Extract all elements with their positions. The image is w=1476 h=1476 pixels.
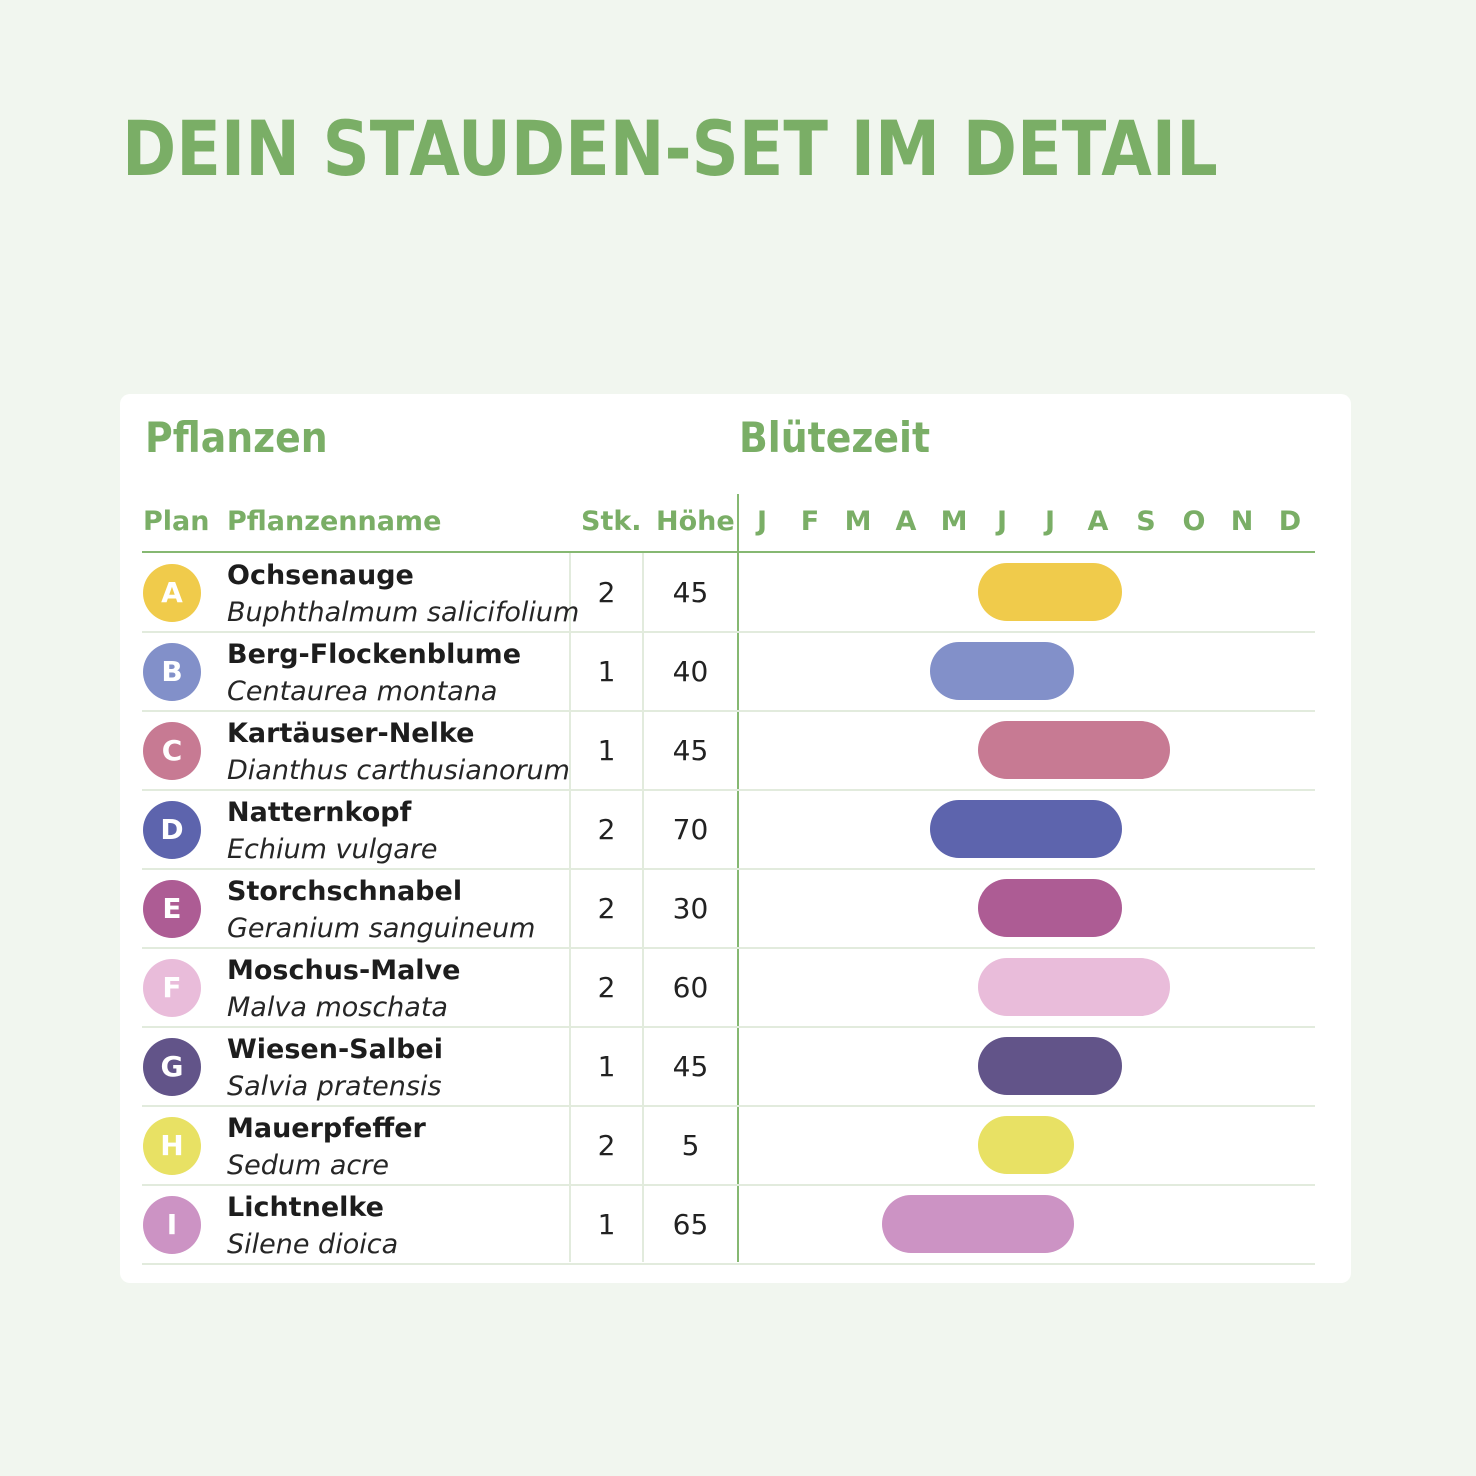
plan-badge: H (143, 1117, 201, 1175)
column-divider-height (642, 553, 644, 1262)
plant-height: 60 (672, 971, 709, 1004)
plant-latin-name: Centaurea montana (227, 676, 498, 707)
table-row: F Moschus-Malve Malva moschata 2 60 (0, 948, 1476, 1026)
plant-height: 70 (672, 813, 709, 846)
plan-badge: F (143, 959, 201, 1017)
bloom-bar (978, 958, 1170, 1016)
row-divider (142, 1026, 1315, 1028)
section-heading-plants: Pflanzen (145, 413, 328, 462)
plant-height: 45 (672, 576, 709, 609)
plant-common-name: Ochsenauge (227, 560, 414, 591)
bloom-bar (978, 879, 1122, 937)
month-label: A (1087, 506, 1109, 537)
row-divider (142, 631, 1315, 633)
column-header-plan: Plan (143, 506, 210, 537)
column-header-name: Pflanzenname (227, 506, 442, 537)
plant-count: 1 (597, 1208, 616, 1241)
month-label: M (844, 506, 872, 537)
table-row: C Kartäuser-Nelke Dianthus carthusianorum 1… (0, 711, 1476, 789)
bloom-bar (882, 1195, 1074, 1253)
plant-count: 1 (597, 1050, 616, 1083)
month-label: M (940, 506, 968, 537)
table-row: G Wiesen-Salbei Salvia pratensis 1 45 (0, 1027, 1476, 1105)
table-row: A Ochsenauge Buphthalmum salicifolium 2 45 (0, 553, 1476, 631)
plant-count: 2 (597, 813, 616, 846)
plant-count: 1 (597, 734, 616, 767)
plant-table-card (120, 394, 1351, 1283)
plant-height: 40 (672, 655, 709, 688)
table-row: B Berg-Flockenblume Centaurea montana 1 40 (0, 632, 1476, 710)
month-label: F (800, 506, 820, 537)
row-divider (142, 1263, 1315, 1265)
plant-common-name: Moschus-Malve (227, 955, 461, 986)
month-label: J (996, 506, 1008, 537)
bloom-bar (978, 563, 1122, 621)
bloom-bar (930, 642, 1074, 700)
header-divider (142, 551, 1315, 553)
plant-common-name: Wiesen-Salbei (227, 1034, 443, 1065)
plan-badge: B (143, 643, 201, 701)
plant-height: 5 (681, 1129, 700, 1162)
plant-latin-name: Silene dioica (227, 1229, 399, 1260)
plan-badge: A (143, 564, 201, 622)
plant-latin-name: Dianthus carthusianorum (227, 755, 570, 786)
table-row: D Natternkopf Echium vulgare 2 70 (0, 790, 1476, 868)
month-label: S (1136, 506, 1156, 537)
table-row: I Lichtnelke Silene dioica 1 65 (0, 1185, 1476, 1263)
plant-latin-name: Echium vulgare (227, 834, 438, 865)
plan-badge: C (143, 722, 201, 780)
plant-height: 45 (672, 734, 709, 767)
plant-latin-name: Buphthalmum salicifolium (227, 597, 580, 628)
plant-common-name: Storchschnabel (227, 876, 463, 907)
plant-latin-name: Geranium sanguineum (227, 913, 536, 944)
column-header-height: Höhe (656, 506, 735, 537)
plant-count: 2 (597, 892, 616, 925)
plant-common-name: Kartäuser-Nelke (227, 718, 475, 749)
plan-badge: D (143, 801, 201, 859)
plant-height: 45 (672, 1050, 709, 1083)
row-divider (142, 710, 1315, 712)
plant-common-name: Berg-Flockenblume (227, 639, 522, 670)
row-divider (142, 1184, 1315, 1186)
row-divider (142, 1105, 1315, 1107)
month-label: J (1044, 506, 1056, 537)
plant-latin-name: Malva moschata (227, 992, 448, 1023)
bloom-bar (978, 1037, 1122, 1095)
plant-count: 2 (597, 971, 616, 1004)
plant-count: 2 (597, 1129, 616, 1162)
table-row: H Mauerpfeffer Sedum acre 2 5 (0, 1106, 1476, 1184)
row-divider (142, 947, 1315, 949)
plant-common-name: Mauerpfeffer (227, 1113, 426, 1144)
table-row: E Storchschnabel Geranium sanguineum 2 30 (0, 869, 1476, 947)
plan-badge: G (143, 1038, 201, 1096)
plant-latin-name: Sedum acre (227, 1150, 389, 1181)
page-title: DEIN STAUDEN-SET IM DETAIL (122, 104, 1218, 193)
row-divider (142, 868, 1315, 870)
plant-latin-name: Salvia pratensis (227, 1071, 442, 1102)
plan-badge: I (143, 1196, 201, 1254)
bloom-bar (978, 1116, 1074, 1174)
month-label: D (1278, 506, 1302, 537)
month-label: J (756, 506, 768, 537)
column-divider-count (569, 553, 571, 1262)
plant-common-name: Lichtnelke (227, 1192, 384, 1223)
plant-common-name: Natternkopf (227, 797, 412, 828)
plant-count: 1 (597, 655, 616, 688)
bloom-bar (978, 721, 1170, 779)
month-label: N (1230, 506, 1254, 537)
plant-count: 2 (597, 576, 616, 609)
plant-height: 30 (672, 892, 709, 925)
column-header-count: Stk. (581, 506, 642, 537)
bloom-bar (930, 800, 1122, 858)
timeline-divider (737, 494, 739, 1262)
plant-height: 65 (672, 1208, 709, 1241)
month-label: A (895, 506, 917, 537)
section-heading-bloom: Blütezeit (739, 413, 931, 462)
plan-badge: E (143, 880, 201, 938)
row-divider (142, 789, 1315, 791)
month-label: O (1182, 506, 1206, 537)
